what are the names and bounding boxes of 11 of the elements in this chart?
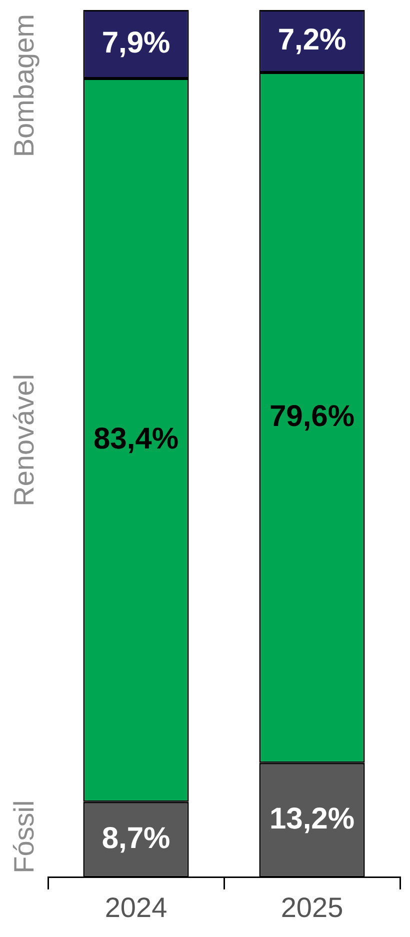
- data-label: 8,7%: [102, 822, 170, 855]
- data-label: 79,6%: [269, 400, 355, 433]
- data-label: 7,9%: [102, 26, 170, 60]
- data-label: 83,4%: [93, 422, 179, 456]
- text: Fóssil: [8, 800, 40, 874]
- data-label: 13,2%: [269, 802, 355, 836]
- text: Bombagem: [8, 14, 40, 158]
- data-label: 7,2%: [278, 23, 346, 56]
- x-tick-label: 2024: [104, 892, 168, 923]
- text: Renovável: [8, 374, 40, 506]
- x-tick-label: 2025: [280, 892, 344, 923]
